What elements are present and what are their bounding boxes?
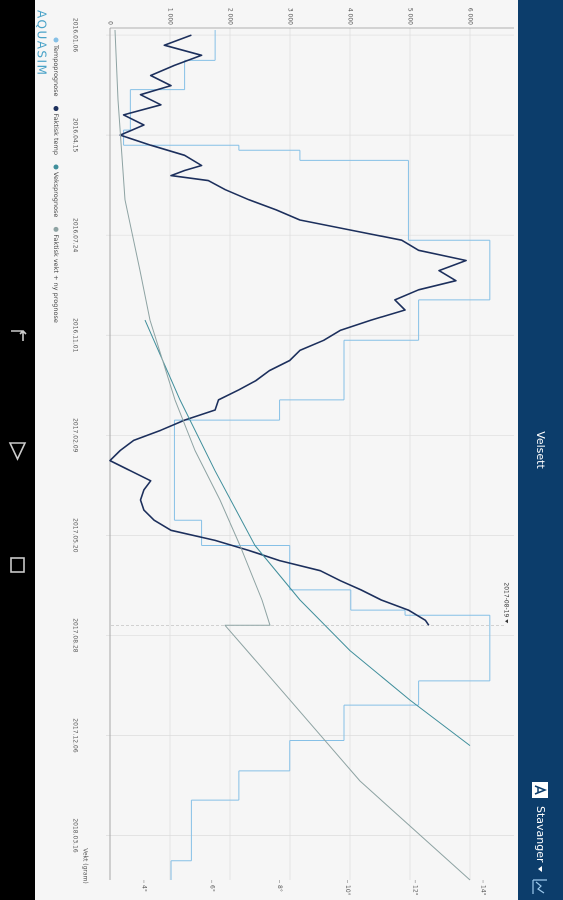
app-title: Velsett xyxy=(534,431,547,469)
y-tick-label: 0 xyxy=(107,21,114,25)
x-tick-label: 2016.01.06 xyxy=(72,18,79,53)
legend-swatch xyxy=(53,226,59,232)
y2-tick-label: 12° xyxy=(412,885,419,896)
x-tick-label: 2018.03.16 xyxy=(72,818,79,853)
chart-icon[interactable] xyxy=(532,879,547,894)
legend-label: Veksprognose xyxy=(52,172,60,217)
legend-label: Faktisk vekt + ny prognose xyxy=(52,234,60,322)
back-button[interactable] xyxy=(11,330,27,341)
legend-label: Tempoprognose xyxy=(52,44,60,97)
y2-tick-label: 6° xyxy=(208,885,215,892)
x-tick-label: 2016.04.15 xyxy=(72,118,79,153)
x-tick-label: 2016.07.24 xyxy=(72,218,79,253)
app-bar xyxy=(518,0,563,900)
home-button[interactable] xyxy=(8,442,27,461)
y2-tick-label: 10° xyxy=(344,885,351,896)
y2-tick-label: 14° xyxy=(480,885,487,896)
cursor-caret xyxy=(505,619,508,624)
x-tick-label: 2017.05.20 xyxy=(72,518,79,553)
recent-button[interactable] xyxy=(10,557,25,573)
y-axis-label: Vekt (gram) xyxy=(82,848,89,884)
y-tick-label: 5 000 xyxy=(407,8,414,25)
series-line xyxy=(114,29,471,881)
legend-swatch xyxy=(53,37,59,43)
cursor-label: 2017-08-19 xyxy=(503,582,510,617)
location-selector[interactable]: Stavanger xyxy=(534,806,547,863)
x-tick-label: 2017.02.09 xyxy=(72,418,79,453)
y2-tick-label: 4° xyxy=(140,885,147,892)
y-tick-label: 2 000 xyxy=(227,8,234,25)
x-tick-label: 2017.12.06 xyxy=(72,718,79,753)
x-tick-label: 2017.08.28 xyxy=(72,618,79,653)
location-icon-glyph xyxy=(534,785,548,795)
y-tick-label: 3 000 xyxy=(287,8,294,25)
series-line xyxy=(144,319,471,746)
nav-bar xyxy=(0,0,35,900)
series-line xyxy=(109,34,467,626)
y-tick-label: 6 000 xyxy=(467,8,474,25)
dropdown-caret[interactable] xyxy=(538,866,542,872)
x-tick-label: 2016.11.01 xyxy=(72,318,79,353)
logo: AQUASIM xyxy=(35,10,49,76)
y-tick-label: 1 000 xyxy=(167,8,174,25)
location-icon xyxy=(532,782,548,798)
y2-tick-label: 8° xyxy=(276,885,283,892)
y-tick-label: 4 000 xyxy=(347,8,354,25)
legend-swatch xyxy=(53,164,59,170)
legend-swatch xyxy=(53,106,59,112)
legend-label: Faktisk temp xyxy=(52,114,60,155)
